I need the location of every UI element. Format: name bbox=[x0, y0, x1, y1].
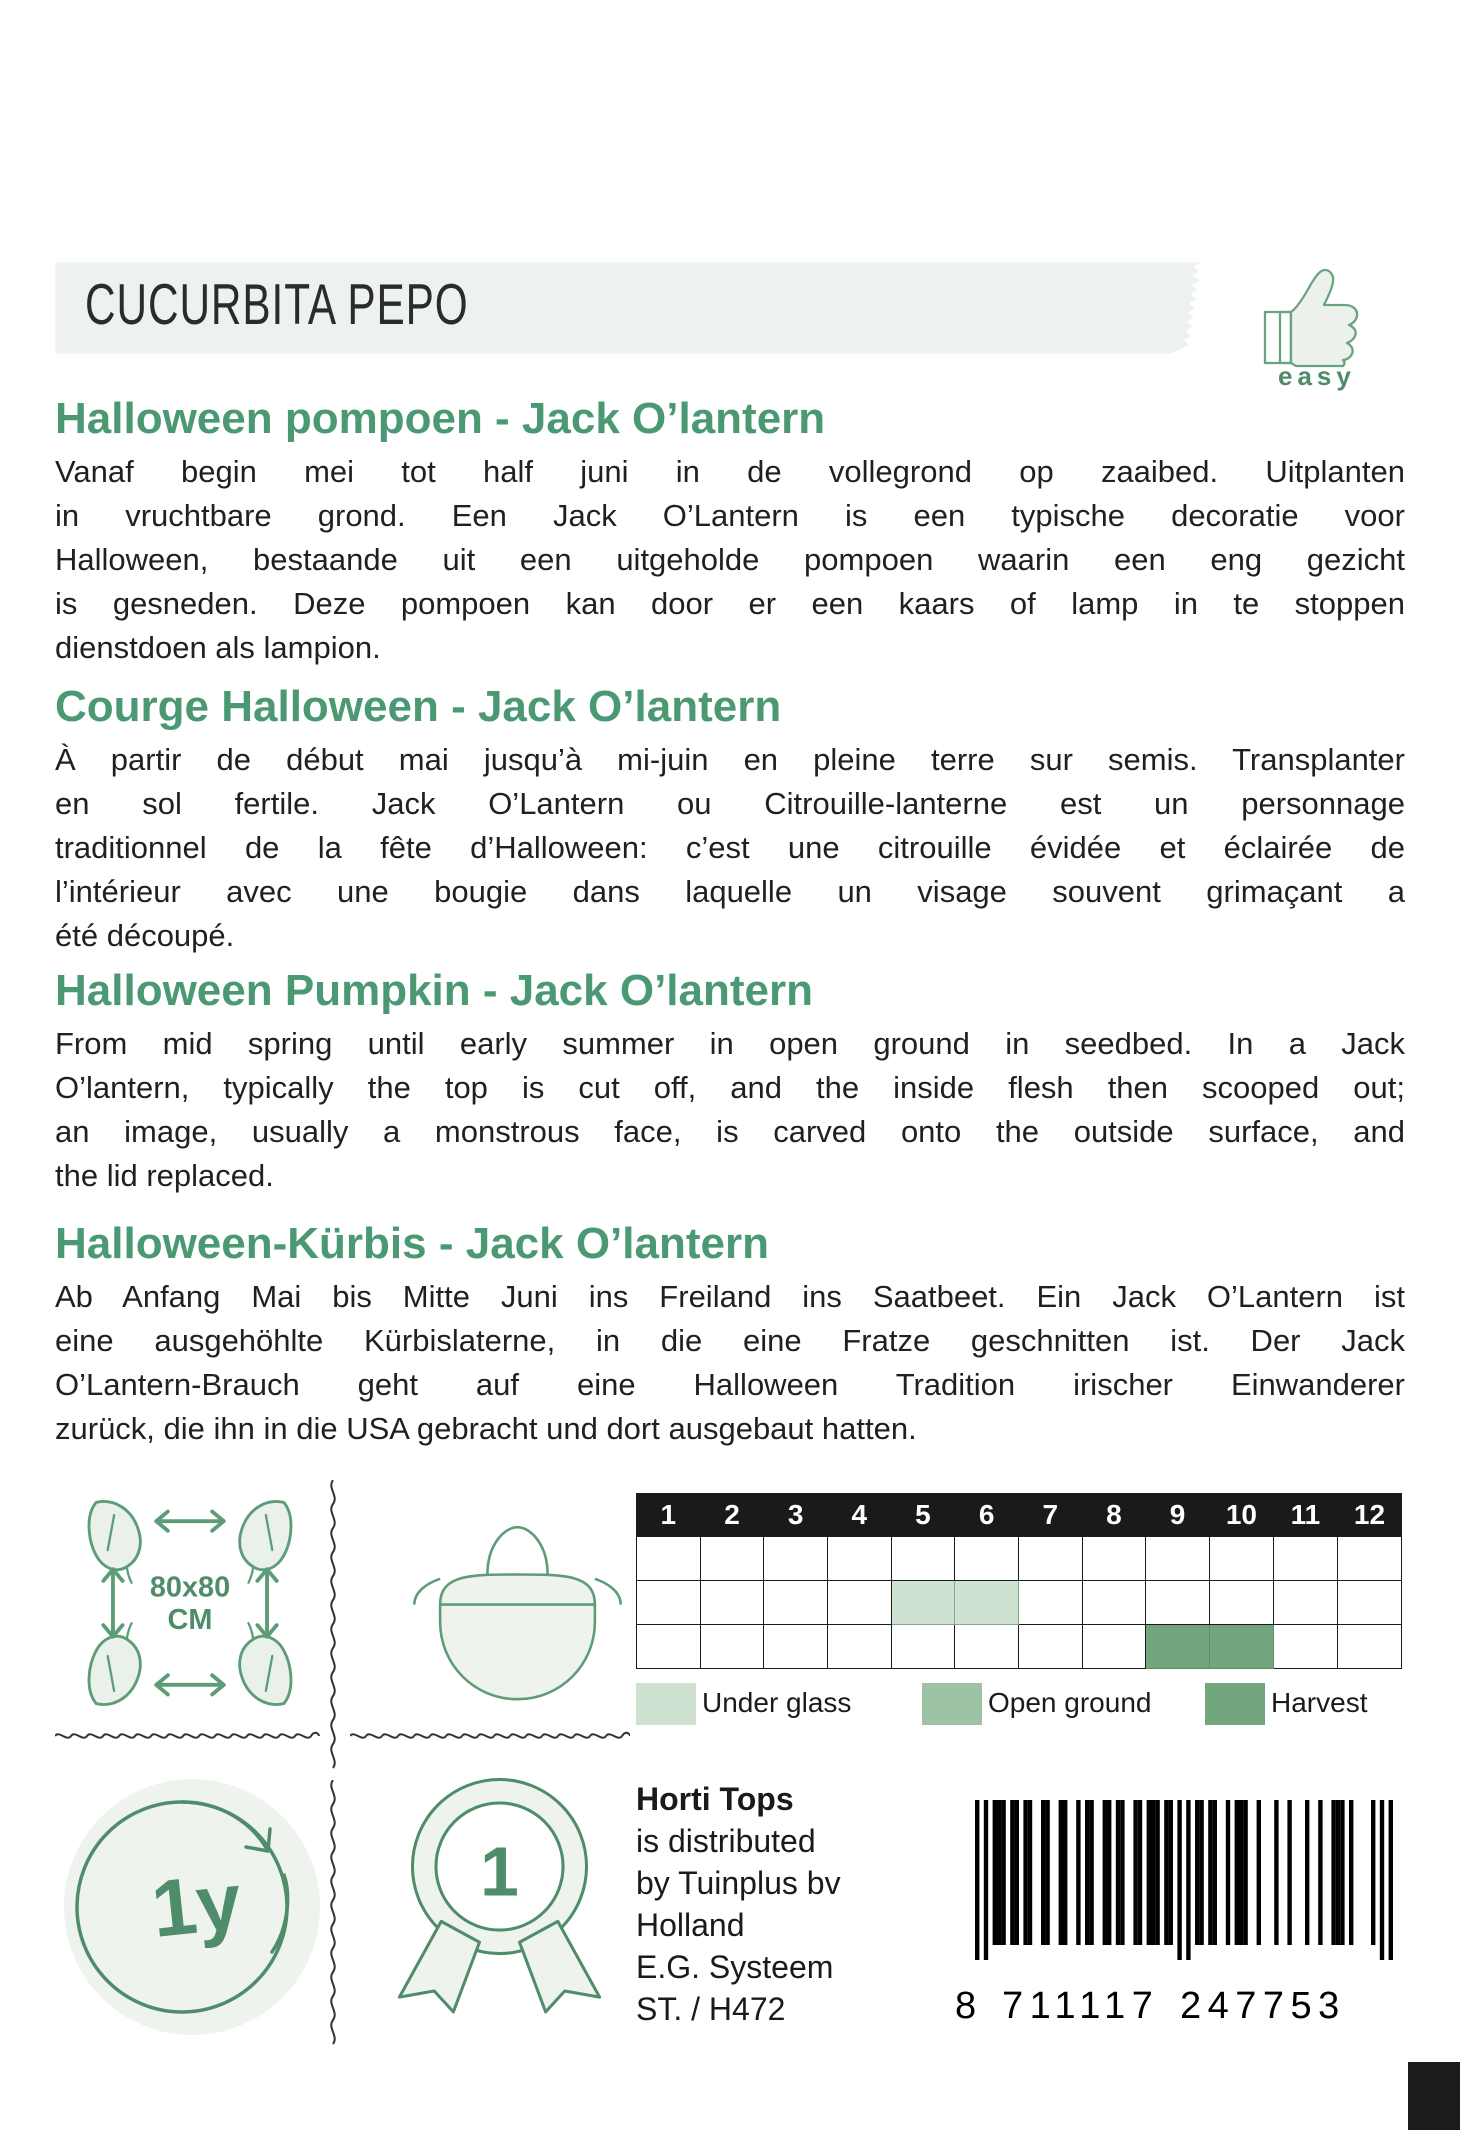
svg-text:80x80: 80x80 bbox=[150, 1571, 230, 1603]
svg-text:1: 1 bbox=[480, 1832, 519, 1910]
svg-text:CM: CM bbox=[168, 1604, 213, 1636]
svg-text:1y: 1y bbox=[147, 1856, 245, 1954]
